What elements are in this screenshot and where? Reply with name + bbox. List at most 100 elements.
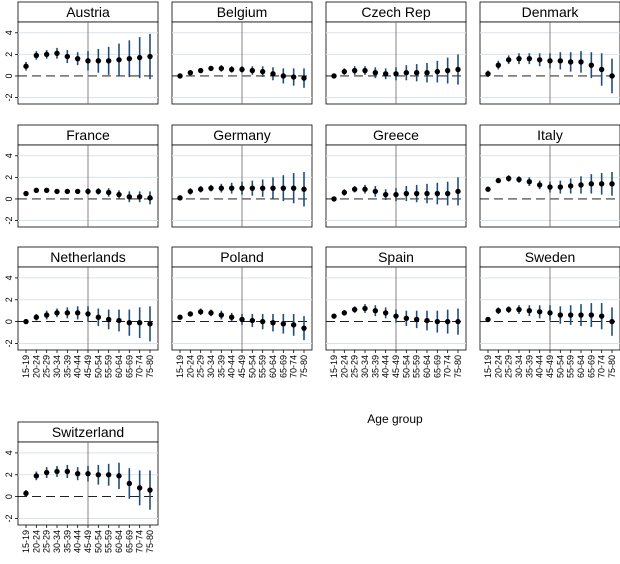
x-tick-label: 35-39 — [216, 355, 226, 378]
point-estimate — [290, 185, 297, 191]
point-estimate — [434, 190, 441, 197]
point-estimate — [536, 182, 543, 188]
point-estimate — [218, 312, 225, 318]
point-estimate — [208, 65, 214, 72]
y-tick-label: 4 — [4, 30, 14, 35]
panel-switzerland: Switzerland -2 0 2 4 15-19 20-24 25-29 30-34 35-3… — [4, 421, 159, 553]
point-estimate — [403, 70, 410, 76]
point-estimate — [434, 68, 441, 75]
x-tick-label: 20-24 — [185, 355, 195, 378]
point-estimate — [187, 311, 194, 317]
point-estimate — [23, 490, 29, 497]
x-tick-label: 60-64 — [422, 355, 432, 378]
point-estimate — [259, 318, 266, 325]
point-estimate — [362, 67, 368, 74]
panel-italy: Italy — [479, 124, 620, 228]
point-estimate — [290, 74, 297, 80]
x-tick-label: 70-74 — [443, 355, 453, 378]
point-estimate — [331, 313, 337, 319]
x-tick-label: 35-39 — [524, 355, 534, 378]
point-estimate — [116, 317, 122, 324]
point-estimate — [424, 190, 430, 197]
x-tick-label: 75-80 — [299, 355, 309, 378]
x-tick-label: 75-80 — [145, 530, 155, 553]
x-tick-label: 65-69 — [432, 355, 442, 378]
x-tick-label: 25-29 — [196, 355, 206, 378]
point-estimate — [609, 181, 615, 187]
point-estimate — [598, 66, 605, 73]
point-estimate — [147, 321, 153, 327]
panel-france: France -2 0 2 4 — [4, 124, 159, 228]
point-estimate — [249, 317, 256, 324]
y-tick-label: 4 — [4, 275, 14, 280]
point-estimate — [74, 470, 81, 477]
point-estimate — [301, 75, 307, 81]
x-tick-label: 50-54 — [555, 355, 565, 378]
y-tick-label: 0 — [4, 319, 14, 324]
panel-title: Austria — [66, 4, 110, 20]
point-estimate — [85, 188, 91, 195]
point-estimate — [23, 63, 29, 69]
panel-czech-rep: Czech Rep — [325, 1, 467, 105]
point-estimate — [136, 319, 143, 326]
point-estimate — [43, 51, 50, 58]
point-estimate — [516, 306, 522, 313]
point-estimate — [362, 305, 368, 312]
point-estimate — [147, 53, 153, 60]
x-tick-label: 50-54 — [401, 355, 411, 378]
point-estimate — [228, 185, 235, 191]
point-estimate — [177, 195, 183, 201]
point-estimate — [331, 196, 337, 202]
y-tick-label: 4 — [4, 450, 14, 455]
y-tick-label: 0 — [4, 196, 14, 201]
x-tick-label: 60-64 — [268, 355, 278, 378]
point-estimate — [351, 306, 358, 313]
point-estimate — [23, 190, 29, 197]
panel-title: Czech Rep — [361, 4, 430, 20]
x-tick-label: 35-39 — [62, 530, 72, 553]
y-tick-label: -2 — [4, 217, 14, 225]
point-estimate — [74, 310, 81, 316]
point-estimate — [105, 58, 112, 64]
point-estimate — [228, 314, 235, 320]
point-estimate — [126, 194, 133, 200]
x-tick-label: 65-69 — [124, 530, 134, 553]
point-estimate — [116, 57, 122, 63]
point-estimate — [187, 188, 194, 195]
point-estimate — [116, 473, 122, 479]
point-estimate — [197, 186, 204, 192]
point-estimate — [64, 468, 71, 475]
point-estimate — [54, 310, 60, 316]
x-tick-label: 30-34 — [360, 355, 370, 378]
point-estimate — [147, 487, 153, 493]
point-estimate — [505, 175, 512, 182]
point-estimate — [403, 190, 410, 197]
panel-sweden: Sweden 15-19 20-24 25-29 30-34 35-39 40-44 45-4… — [479, 246, 620, 378]
x-tick-label: 50-54 — [93, 530, 103, 553]
point-estimate — [136, 54, 143, 61]
point-estimate — [270, 71, 276, 77]
point-estimate — [301, 325, 307, 331]
x-tick-label: 40-44 — [381, 355, 391, 378]
x-tick-label: 25-29 — [504, 355, 514, 378]
point-estimate — [403, 315, 410, 322]
point-estimate — [505, 306, 512, 313]
point-estimate — [177, 314, 183, 320]
x-tick-label: 60-64 — [576, 355, 586, 378]
point-estimate — [95, 188, 102, 195]
point-estimate — [270, 319, 276, 326]
point-estimate — [177, 73, 183, 79]
point-estimate — [362, 186, 368, 192]
panel-title: Italy — [537, 127, 563, 143]
point-estimate — [393, 313, 399, 319]
point-estimate — [588, 312, 595, 318]
x-tick-label: 75-80 — [607, 355, 617, 378]
y-tick-label: -2 — [4, 514, 14, 522]
x-tick-label: 45-49 — [83, 355, 93, 378]
x-tick-label: 65-69 — [586, 355, 596, 378]
point-estimate — [147, 195, 153, 201]
point-estimate — [444, 67, 451, 74]
x-tick-label: 65-69 — [124, 355, 134, 378]
panel-title: Greece — [373, 127, 419, 143]
point-estimate — [95, 58, 102, 64]
